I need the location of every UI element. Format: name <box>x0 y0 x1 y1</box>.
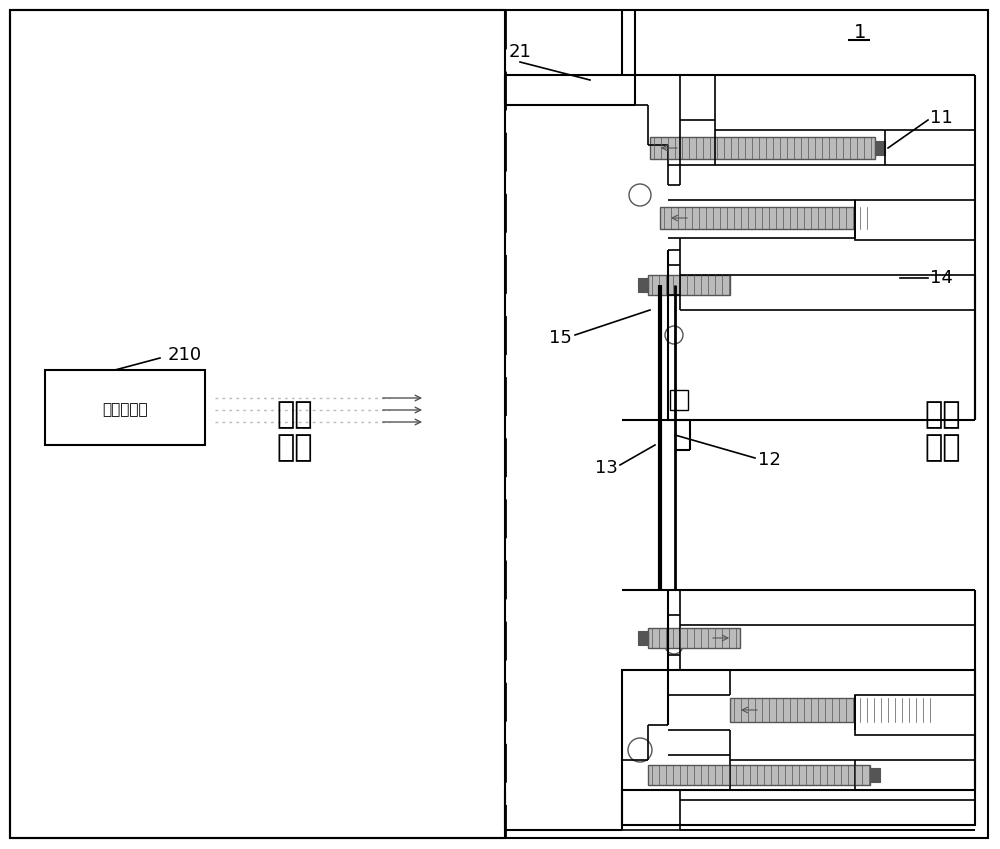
Bar <box>855 200 975 240</box>
Text: 环境: 环境 <box>925 434 961 463</box>
Text: 11: 11 <box>930 109 953 127</box>
Bar <box>935 703 945 717</box>
Text: 13: 13 <box>595 459 618 477</box>
Text: 15: 15 <box>549 329 572 347</box>
Text: 210: 210 <box>168 346 202 364</box>
Bar <box>622 670 975 825</box>
Bar <box>638 631 648 645</box>
Bar <box>660 207 870 229</box>
Circle shape <box>665 326 683 344</box>
Bar <box>45 370 205 445</box>
Text: 环境: 环境 <box>277 434 313 463</box>
Text: 粒子加速器: 粒子加速器 <box>102 402 148 418</box>
Circle shape <box>629 184 651 206</box>
Text: 14: 14 <box>930 269 953 287</box>
Bar <box>650 137 875 159</box>
Bar <box>875 141 885 155</box>
Bar <box>870 211 880 225</box>
Bar <box>648 765 870 785</box>
Text: 12: 12 <box>758 451 781 469</box>
Bar <box>638 278 648 292</box>
Bar <box>648 628 740 648</box>
Bar <box>10 10 505 838</box>
Bar <box>670 390 688 410</box>
Circle shape <box>665 636 683 654</box>
Text: 1: 1 <box>854 23 866 42</box>
Text: 大气: 大气 <box>925 401 961 430</box>
Text: 真空: 真空 <box>277 401 313 430</box>
Circle shape <box>628 738 652 762</box>
Bar <box>730 698 935 722</box>
Text: 21: 21 <box>509 43 531 61</box>
Bar <box>855 695 975 735</box>
Bar <box>870 768 880 782</box>
Bar <box>648 275 730 295</box>
